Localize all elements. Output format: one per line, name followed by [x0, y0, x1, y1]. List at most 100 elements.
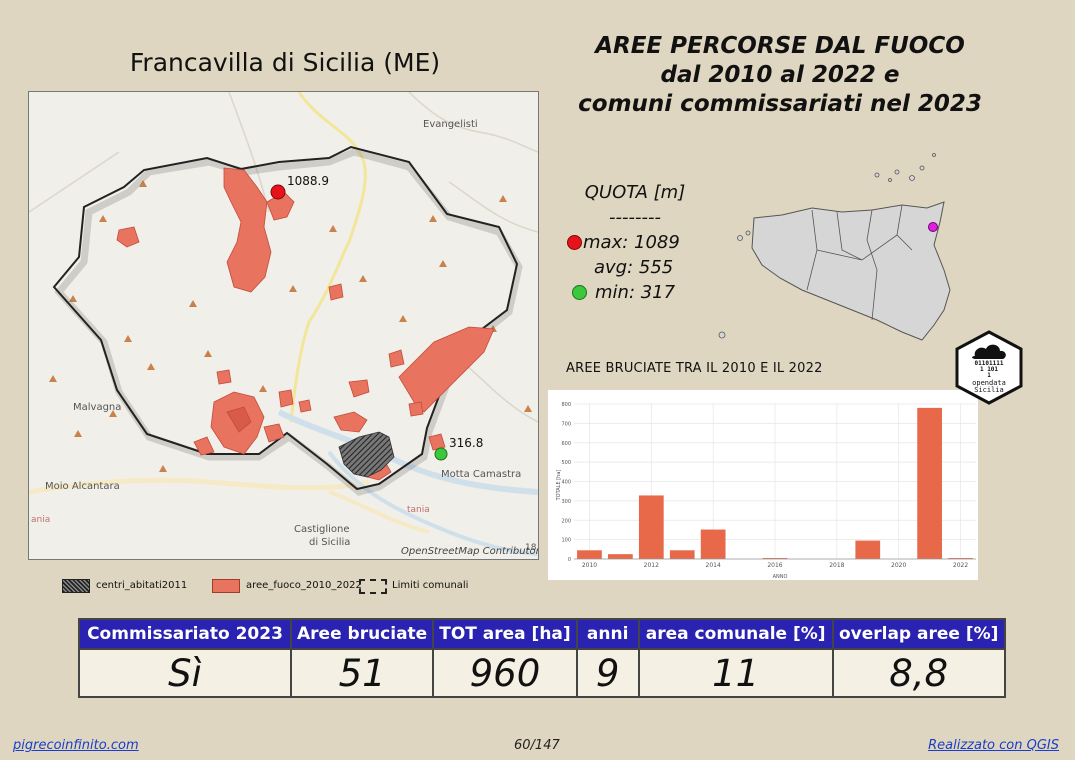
logo-bits-4: 1	[987, 372, 991, 379]
chart-ytick-label: 500	[561, 460, 571, 466]
label-malvagna: Malvagna	[73, 402, 121, 413]
header-area-comunale: area comunale [%]	[637, 618, 834, 650]
chart-xtick-label: 2010	[582, 562, 597, 569]
terrain-markers	[49, 180, 532, 472]
chart-xtick-label: 2020	[891, 562, 906, 569]
logo-hexagon	[955, 330, 1023, 405]
logo-bits-2: 01101111	[974, 360, 1004, 367]
map-attribution: OpenStreetMap Contributor	[401, 546, 538, 557]
municipality-map[interactable]: 1088.9 316.8 Evangelisti Malvagna Moio A…	[28, 91, 539, 560]
logo-line-2: Sicilia	[974, 386, 1004, 394]
chart-xtick-label: 2022	[953, 562, 968, 569]
quota-max-row: max: 1089	[560, 230, 710, 255]
chart-xtick-label: 2014	[706, 562, 721, 569]
legend-limiti-swatch	[359, 579, 387, 594]
chart-bar	[638, 495, 664, 559]
chart-ytick-label: 600	[561, 441, 571, 447]
value-aree-bruciate: 51	[289, 648, 435, 698]
chart-bar	[855, 540, 881, 559]
sicily-inset-map	[712, 150, 977, 345]
value-overlap: 8,8	[831, 648, 1006, 698]
map-canvas: 1088.9 316.8 Evangelisti Malvagna Moio A…	[29, 92, 538, 557]
header-tot-area: TOT area [ha]	[432, 618, 578, 650]
chart-bar	[577, 550, 602, 559]
chart-bar	[917, 407, 942, 559]
quota-min-dot	[572, 285, 587, 300]
peak-max-marker[interactable]	[270, 184, 286, 200]
main-title-line-3: comuni commissariati nel 2023	[578, 91, 982, 117]
value-anni: 9	[575, 648, 640, 698]
chart-xtick-label: 2018	[829, 562, 844, 569]
header-overlap: overlap aree [%]	[831, 618, 1006, 650]
map-legend: centri_abitati2011 aree_fuoco_2010_2022 …	[62, 577, 522, 595]
peak-min-label: 316.8	[449, 436, 483, 450]
main-title-line-2: dal 2010 al 2022 e	[660, 62, 900, 88]
settlement-area	[338, 431, 395, 478]
main-title: AREE PERCORSE DAL FUOCO dal 2010 al 2022…	[570, 32, 990, 119]
legend-aree-label: aree_fuoco_2010_2022	[246, 580, 362, 591]
chart-bar	[669, 550, 695, 559]
logo-line-1: opendata	[972, 379, 1006, 387]
label-evangelisti: Evangelisti	[423, 119, 478, 130]
chart-ytick-label: 200	[561, 518, 571, 524]
footer-website-link[interactable]: pigrecoinfinito.com	[13, 738, 139, 753]
municipality-title: Francavilla di Sicilia (ME)	[129, 48, 441, 77]
chart-title: AREE BRUCIATE TRA IL 2010 E IL 2022	[566, 361, 823, 376]
stats-value-row: Sì 51 960 9 11 8,8	[78, 648, 1006, 698]
chart-xtick-label: 2016	[767, 562, 782, 569]
header-commissariato: Commissariato 2023	[78, 618, 292, 650]
label-di-sicilia: di Sicilia	[309, 537, 350, 548]
legend-aree-swatch	[212, 579, 240, 593]
stats-header-row: Commissariato 2023 Aree bruciate TOT are…	[78, 618, 1006, 650]
footer-qgis-link[interactable]: Realizzato con QGIS	[928, 738, 1059, 753]
location-marker	[928, 222, 938, 232]
boundary-shadow	[54, 148, 523, 496]
label-castiglione: Castiglione	[294, 524, 350, 535]
value-tot-area: 960	[432, 648, 578, 698]
chart-bar	[948, 558, 973, 559]
quota-title: QUOTA [m]	[584, 182, 686, 203]
logo-bits-1: 10110010	[974, 354, 1004, 361]
value-commissariato: Sì	[78, 648, 292, 698]
label-edge-corner: 18	[525, 543, 537, 553]
quota-max-dot	[567, 235, 582, 250]
chart-ylabel: TOTALE [ha]	[556, 470, 562, 502]
header-anni: anni	[575, 618, 640, 650]
label-moio-alcantara: Moio Alcantara	[45, 481, 120, 492]
chart-xlabel: ANNO	[773, 574, 788, 580]
legend-centri-label: centri_abitati2011	[96, 580, 188, 591]
quota-max: max: 1089	[583, 232, 680, 253]
chart-svg: 0 100 200 300 400 500 600 700 800 2010 2012 2014 201…	[548, 390, 978, 580]
value-area-comunale: 11	[637, 648, 834, 698]
quota-panel: QUOTA [m] -------- max: 1089 avg: 555 mi…	[560, 180, 710, 305]
header-aree-bruciate: Aree bruciate	[289, 618, 435, 650]
peak-max-label: 1088.9	[287, 174, 329, 188]
quota-separator: --------	[609, 207, 661, 228]
chart-bar	[762, 558, 788, 559]
logo-bits-3: 1 101	[979, 366, 999, 373]
label-edge-right: tania	[407, 505, 430, 515]
chart-bar	[608, 554, 633, 559]
page-number: 60/147	[514, 738, 560, 753]
main-title-line-1: AREE PERCORSE DAL FUOCO	[595, 33, 965, 59]
legend-centri-swatch	[62, 579, 90, 593]
quota-avg: avg: 555	[594, 257, 674, 278]
chart-ytick-label: 100	[561, 538, 571, 544]
opendata-sicilia-logo: 10110010 01101111 1 101 1 opendata Sicil…	[955, 330, 1023, 405]
municipal-boundary	[52, 145, 519, 491]
chart-ytick-label: 0	[568, 557, 571, 563]
fire-areas	[116, 167, 495, 481]
chart-bar	[700, 529, 726, 559]
chart-ytick-label: 700	[561, 421, 571, 427]
chart-xtick-label: 2012	[644, 562, 659, 569]
label-motta-camastra: Motta Camastra	[441, 469, 521, 480]
quota-min-row: min: 317	[560, 280, 710, 305]
peak-min-marker[interactable]	[434, 447, 448, 461]
stats-table: Commissariato 2023 Aree bruciate TOT are…	[78, 618, 1006, 698]
quota-min: min: 317	[595, 282, 676, 303]
legend-limiti-label: Limiti comunali	[392, 580, 469, 591]
chart-ytick-label: 300	[561, 499, 571, 505]
burned-area-chart: 0 100 200 300 400 500 600 700 800 2010 2012 2014 201…	[548, 390, 978, 580]
sicily-shape	[718, 153, 951, 341]
chart-background	[548, 390, 978, 580]
